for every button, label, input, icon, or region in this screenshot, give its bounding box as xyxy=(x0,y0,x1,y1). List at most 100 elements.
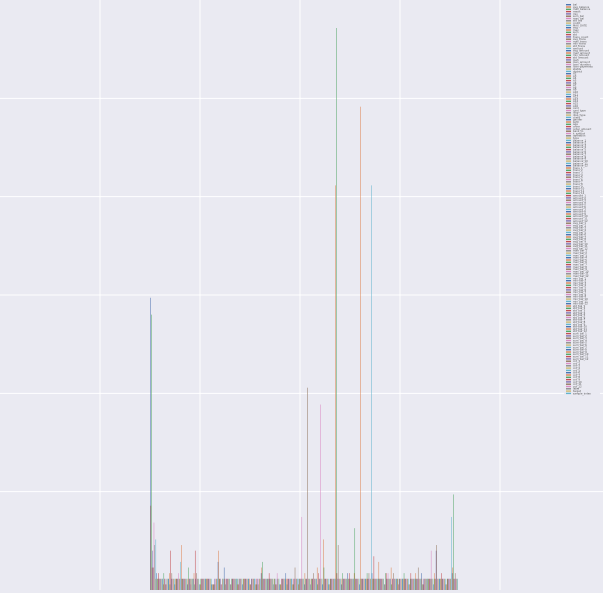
bar xyxy=(431,578,433,590)
bar xyxy=(314,578,315,590)
bar xyxy=(419,578,421,590)
bar xyxy=(378,561,380,590)
bar xyxy=(244,578,246,590)
bar xyxy=(220,584,222,590)
legend-swatch xyxy=(566,236,571,238)
bar xyxy=(243,578,245,590)
legend-label: disp_type xyxy=(573,113,586,117)
legend-swatch xyxy=(566,266,571,268)
bar xyxy=(302,578,303,590)
bar xyxy=(414,578,415,590)
legend-label: card xyxy=(573,106,579,110)
legend-label: std_bal_12 xyxy=(573,329,587,333)
legend-swatch xyxy=(566,116,571,119)
bar xyxy=(453,578,455,590)
legend-swatch xyxy=(566,105,571,107)
bar xyxy=(206,578,208,590)
legend-swatch xyxy=(566,10,571,13)
bar xyxy=(425,578,426,590)
legend-label: max_balance xyxy=(573,7,591,11)
legend-swatch xyxy=(566,82,571,84)
bar xyxy=(407,578,409,590)
bar xyxy=(169,573,170,590)
bar xyxy=(271,578,272,590)
legend-swatch xyxy=(566,167,571,169)
legend-label: balance_9 xyxy=(573,157,587,161)
bar xyxy=(153,567,154,590)
bar xyxy=(361,578,363,590)
bar xyxy=(159,578,160,590)
bar xyxy=(265,578,267,590)
bar xyxy=(223,567,225,590)
bar xyxy=(398,578,400,590)
legend-label: balance_7 xyxy=(573,152,587,156)
bar xyxy=(181,545,182,590)
bar xyxy=(211,584,213,590)
legend-swatch xyxy=(566,188,571,190)
legend-swatch xyxy=(566,372,571,374)
legend-swatch xyxy=(566,50,571,52)
bar xyxy=(326,578,328,590)
legend-swatch xyxy=(566,91,571,93)
legend-label: trans_10 xyxy=(573,187,585,191)
legend-swatch xyxy=(566,54,571,56)
legend-label: std_bal_10 xyxy=(573,325,587,329)
legend-swatch xyxy=(566,135,571,137)
bar xyxy=(320,578,322,590)
bar xyxy=(188,567,189,590)
bar xyxy=(346,578,348,590)
bar xyxy=(309,578,311,590)
legend-label: operation xyxy=(573,134,586,138)
legend-label: min_trans xyxy=(573,42,587,46)
legend-label: trans_1 xyxy=(573,166,583,170)
bar xyxy=(253,578,255,590)
bar xyxy=(266,578,267,590)
legend-label: max_bal_1 xyxy=(573,249,587,253)
legend-label: amount_5 xyxy=(573,203,586,207)
legend-label: std_amount xyxy=(573,56,588,60)
legend-label: client xyxy=(573,115,580,119)
bar xyxy=(356,578,357,590)
bar xyxy=(242,584,243,590)
bar xyxy=(238,578,240,590)
bar xyxy=(152,550,153,590)
legend-swatch xyxy=(566,229,571,231)
bar xyxy=(339,578,340,590)
bar xyxy=(188,578,190,590)
bar xyxy=(296,578,298,590)
bar xyxy=(186,578,187,590)
bar xyxy=(430,578,431,590)
legend-swatch xyxy=(566,355,571,358)
bar xyxy=(429,578,430,590)
bar xyxy=(228,578,229,590)
bar xyxy=(219,578,221,590)
bar xyxy=(319,578,320,590)
bar xyxy=(199,584,200,590)
bar xyxy=(158,573,159,590)
legend-label: A7 xyxy=(573,83,577,87)
legend-swatch xyxy=(566,257,571,259)
bar xyxy=(332,578,334,590)
legend-label: cnt_7 xyxy=(573,373,580,377)
legend-swatch xyxy=(566,298,571,300)
bar xyxy=(337,545,339,590)
legend-swatch xyxy=(566,59,571,61)
legend-swatch xyxy=(566,220,571,222)
legend-swatch xyxy=(566,70,571,73)
legend-label: cnt_11 xyxy=(573,382,582,386)
bar xyxy=(204,578,205,590)
legend-label: amount_10 xyxy=(573,214,588,218)
legend-label: std_bal_4 xyxy=(573,311,586,315)
bar xyxy=(251,578,252,590)
legend-label: A12 xyxy=(573,95,578,99)
bar xyxy=(387,573,389,590)
bar xyxy=(402,578,404,590)
legend-swatch xyxy=(566,160,571,162)
bar xyxy=(327,578,328,590)
bar xyxy=(416,578,418,590)
bar xyxy=(222,578,223,590)
bar xyxy=(162,578,163,590)
bar xyxy=(323,567,325,590)
bar xyxy=(182,578,184,590)
